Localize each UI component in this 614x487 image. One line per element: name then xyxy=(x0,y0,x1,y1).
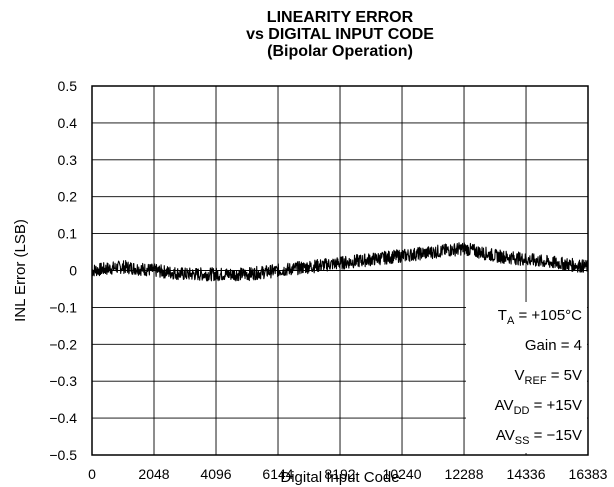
annotation-line-3: VREF = 5V xyxy=(515,367,582,387)
x-tick-label: 6144 xyxy=(262,466,293,482)
y-tick-label: 0.1 xyxy=(58,226,78,242)
y-tick-label: 0.5 xyxy=(58,78,78,94)
title-line-2: vs DIGITAL INPUT CODE xyxy=(246,26,434,43)
y-tick-label: 0 xyxy=(69,263,77,279)
title-line-1: LINEARITY ERROR xyxy=(267,9,414,26)
annotation-background xyxy=(466,302,587,453)
y-tick-label: 0.4 xyxy=(58,115,78,131)
x-tick-label: 8192 xyxy=(324,466,355,482)
annotation-box xyxy=(466,302,587,453)
x-tick-label: 16383 xyxy=(569,466,608,482)
x-tick-label: 4096 xyxy=(200,466,231,482)
x-tick-label: 12288 xyxy=(445,466,484,482)
annotation-line-2: Gain = 4 xyxy=(525,337,582,354)
annotation-line-5: AVSS = −15V xyxy=(496,427,582,447)
plot-frame xyxy=(91,85,589,456)
y-axis-label: INL Error (LSB) xyxy=(12,219,29,322)
conditions-annotation: TA = +105°C Gain = 4 VREF = 5V AVDD = +15V A… xyxy=(495,307,583,447)
y-tick-label: −0.1 xyxy=(49,299,77,315)
y-tick-label: −0.3 xyxy=(49,373,77,389)
y-tick-label: −0.2 xyxy=(49,336,77,352)
y-tick-label: 0.2 xyxy=(58,189,78,205)
series-line-0 xyxy=(91,242,589,282)
series-group xyxy=(91,242,589,282)
x-tick-label: 14336 xyxy=(507,466,546,482)
x-tick-labels: 0 2048 4096 6144 8192 10240 12288 14336 16383 xyxy=(88,466,608,482)
annotation-line-4: AVDD = +15V xyxy=(495,397,582,417)
title-line-3: (Bipolar Operation) xyxy=(267,43,413,60)
annotation-line-1: TA = +105°C xyxy=(498,307,582,327)
x-axis-label: Digital Input Code xyxy=(280,469,399,486)
x-tick-label: 10240 xyxy=(383,466,422,482)
x-tick-label: 2048 xyxy=(138,466,169,482)
y-tick-label: −0.5 xyxy=(49,447,77,463)
y-tick-label: −0.4 xyxy=(49,410,77,426)
y-tick-labels: 0.5 0.4 0.3 0.2 0.1 0 −0.1 −0.2 −0.3 −0.4 −0.5 xyxy=(49,78,77,463)
x-tick-label: 0 xyxy=(88,466,96,482)
y-tick-label: 0.3 xyxy=(58,152,78,168)
